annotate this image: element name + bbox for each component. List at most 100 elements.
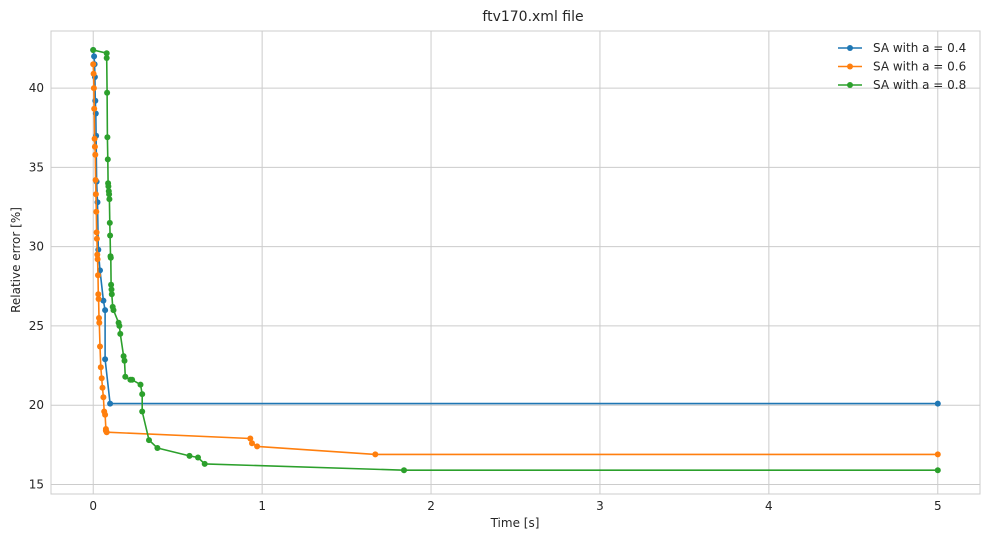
data-point (94, 251, 101, 258)
series-3 (90, 47, 941, 474)
legend-swatch-marker (847, 63, 853, 70)
data-point (98, 375, 105, 382)
data-point (104, 156, 111, 163)
data-point (934, 400, 941, 407)
data-point (195, 454, 201, 461)
data-point (247, 435, 254, 442)
data-point (100, 297, 107, 304)
data-point (90, 61, 97, 68)
data-point (96, 319, 103, 326)
data-point (97, 364, 104, 371)
data-point (154, 445, 161, 451)
legend-label: SA with a = 0.8 (873, 78, 966, 92)
data-point (372, 451, 379, 458)
data-point (137, 381, 144, 388)
y-tick-labels: 15 20 25 30 35 40 (29, 81, 44, 491)
data-point (117, 330, 124, 337)
data-point (91, 53, 98, 60)
data-point (102, 356, 109, 363)
data-point (103, 50, 110, 57)
plot-frame (50, 30, 981, 495)
data-point (106, 219, 113, 226)
data-point (90, 47, 97, 53)
legend-item: SA with a = 0.8 (838, 78, 966, 92)
x-tick-labels: 0 1 2 3 4 5 (89, 499, 941, 513)
data-point (92, 97, 99, 104)
data-point (90, 85, 97, 92)
data-point (121, 357, 128, 364)
legend-swatch-marker (847, 82, 853, 88)
data-point (91, 135, 98, 142)
x-tick-label: 5 (934, 499, 942, 513)
data-point (122, 373, 129, 380)
data-point (249, 440, 255, 447)
data-point (103, 55, 110, 61)
data-point (93, 208, 100, 215)
data-point (95, 296, 102, 302)
data-point (401, 467, 407, 474)
x-tick-label: 1 (258, 499, 266, 513)
data-point (93, 235, 100, 242)
y-tick-label: 20 (29, 398, 44, 412)
data-point (97, 343, 103, 350)
data-point (92, 151, 99, 158)
x-axis-label: Time [s] (490, 516, 540, 530)
data-point (106, 196, 113, 203)
data-point (90, 70, 97, 77)
x-tick-label: 4 (765, 499, 773, 513)
data-point (110, 307, 117, 314)
data-point (120, 353, 127, 360)
data-point (107, 400, 114, 407)
data-point (94, 256, 101, 263)
x-tick-label: 2 (427, 499, 435, 513)
data-point (108, 291, 115, 298)
data-point (100, 394, 107, 401)
legend-item: SA with a = 0.6 (838, 60, 966, 74)
data-point (95, 291, 102, 298)
data-point (139, 408, 146, 415)
data-point (92, 191, 99, 198)
x-tick-label: 3 (596, 499, 604, 513)
data-point (91, 143, 98, 150)
data-point (186, 452, 193, 459)
plot-background (51, 31, 980, 494)
data-point (93, 229, 100, 236)
x-tick-label: 0 (89, 499, 97, 513)
legend-label: SA with a = 0.4 (873, 41, 966, 55)
data-point (146, 437, 152, 444)
series-layer (90, 47, 941, 474)
data-point (106, 191, 113, 198)
legend-swatch-marker (847, 45, 853, 51)
data-point (934, 451, 941, 458)
legend: SA with a = 0.4 SA with a = 0.6 SA with a … (838, 41, 966, 92)
data-point (129, 376, 136, 383)
legend-item: SA with a = 0.4 (838, 41, 966, 55)
y-tick-label: 25 (29, 319, 44, 333)
data-point (107, 232, 114, 239)
data-point (254, 443, 261, 450)
data-point (934, 467, 941, 474)
y-axis-label: Relative error [%] (9, 207, 23, 313)
data-point (102, 307, 109, 314)
plot-area (50, 30, 981, 495)
data-point (108, 286, 115, 293)
data-point (99, 384, 106, 391)
data-point (107, 254, 114, 261)
data-point (105, 183, 112, 190)
grid-lines (51, 31, 980, 494)
data-point (92, 177, 99, 183)
data-point (91, 105, 98, 112)
data-point (108, 281, 115, 288)
series-2 (90, 61, 941, 458)
data-point (104, 134, 111, 141)
data-point (95, 272, 101, 279)
y-tick-label: 15 (29, 477, 44, 491)
data-point (102, 411, 109, 418)
legend-label: SA with a = 0.6 (873, 60, 966, 74)
data-point (201, 460, 208, 467)
chart-title: ftv170.xml file (482, 9, 583, 25)
y-tick-label: 30 (29, 240, 44, 254)
data-point (104, 89, 111, 96)
data-point (139, 391, 146, 398)
